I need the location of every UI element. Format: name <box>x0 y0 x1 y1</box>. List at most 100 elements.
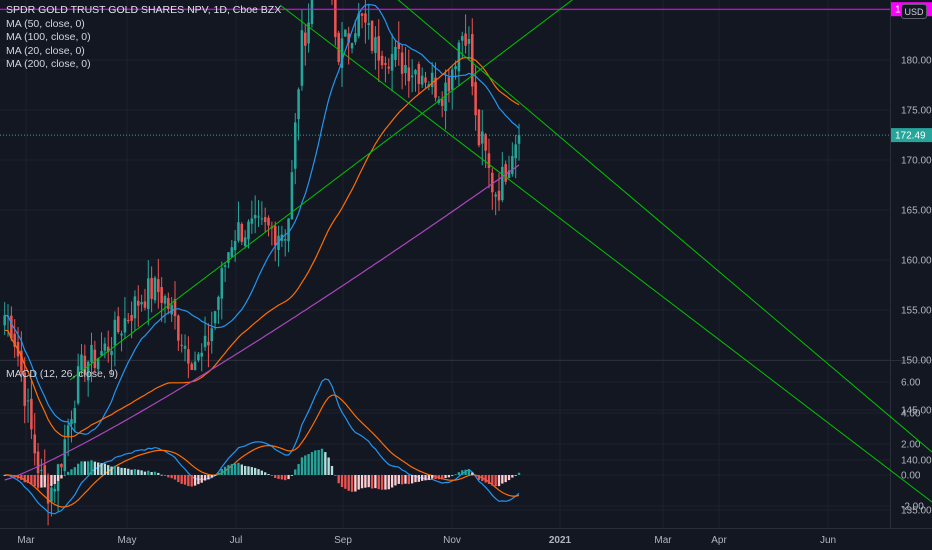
macd-histogram-bar <box>147 470 150 475</box>
macd-legend[interactable]: MACD (12, 26, close, 9) <box>6 368 119 380</box>
macd-histogram-bar <box>83 461 86 475</box>
ma100-legend[interactable]: MA (100, close, 0) <box>6 31 91 43</box>
macd-histogram-bar <box>40 475 43 488</box>
candle-body <box>390 53 394 71</box>
macd-histogram-bar <box>507 475 511 481</box>
candle-body <box>374 37 377 53</box>
macd-histogram-bar <box>360 475 364 489</box>
ma20-legend[interactable]: MA (20, close, 0) <box>6 44 85 57</box>
candle-body <box>367 23 370 26</box>
macd-histogram-bar <box>130 469 133 475</box>
candle-body <box>430 72 434 88</box>
candle-body <box>137 300 140 306</box>
macd-histogram-bar <box>394 475 397 486</box>
candle-body <box>116 316 120 332</box>
candle-body <box>370 20 374 51</box>
macd-histogram-bar <box>123 468 127 475</box>
candle-body <box>190 363 193 371</box>
macd-histogram-bar <box>107 465 110 475</box>
macd-histogram-bar <box>491 475 494 486</box>
macd-histogram-bar <box>317 449 320 475</box>
candle-body <box>394 46 397 60</box>
price-pane <box>0 0 890 526</box>
candle-body <box>420 75 424 85</box>
candle-body <box>404 65 407 74</box>
candle-body <box>354 33 357 43</box>
macd-histogram-bar <box>471 472 474 475</box>
macd-histogram-bar <box>517 472 521 475</box>
signal-line <box>4 394 520 508</box>
macd-histogram-bar <box>33 475 36 487</box>
candle-body <box>273 225 277 246</box>
macd-histogram-bar <box>284 475 287 481</box>
macd-histogram-bar <box>484 475 487 483</box>
candle-body <box>243 237 247 247</box>
macd-histogram-bar <box>474 475 477 477</box>
candle-body <box>497 190 501 201</box>
candle-body <box>33 434 36 454</box>
macd-histogram-bar <box>417 475 420 482</box>
candle-body <box>304 32 307 46</box>
candle-body <box>60 464 63 468</box>
macd-histogram-bar <box>400 475 404 485</box>
macd-histogram-bar <box>250 467 253 475</box>
time-tick-label: Sep <box>334 535 352 546</box>
candle-body <box>106 346 110 352</box>
macd-histogram-bar <box>150 471 153 475</box>
candle-body <box>360 13 364 16</box>
macd-histogram-bar <box>451 475 454 476</box>
macd-histogram-bar <box>347 475 350 491</box>
currency-button[interactable]: USD <box>901 4 927 19</box>
macd-histogram-bar <box>43 475 46 488</box>
macd-histogram-bar <box>6 475 10 476</box>
candle-body <box>46 483 50 504</box>
macd-tick-label: -2.00 <box>901 502 924 513</box>
ma50-legend[interactable]: MA (50, close, 0) <box>6 17 85 30</box>
candle-body <box>133 296 137 319</box>
macd-histogram-bar <box>187 475 190 487</box>
candle-body <box>287 218 290 242</box>
candle-body <box>400 52 404 74</box>
candle-body <box>150 277 153 299</box>
candle-body <box>387 66 391 69</box>
macd-histogram-bar <box>487 475 491 484</box>
macd-histogram-bar <box>514 475 517 476</box>
candle-body <box>397 42 401 50</box>
macd-histogram-bar <box>100 463 103 475</box>
macd-histogram-bar <box>23 475 26 483</box>
candle-body <box>334 0 337 37</box>
candle-body <box>90 344 93 363</box>
candle-body <box>384 63 387 65</box>
price-tick-label: 180.00 <box>901 56 932 67</box>
macd-histogram-bar <box>50 475 53 486</box>
candle-body <box>30 398 33 430</box>
macd-histogram-bar <box>431 475 434 479</box>
ma200-legend[interactable]: MA (200, close, 0) <box>6 58 91 70</box>
candle-body <box>200 352 203 357</box>
candle-body <box>140 302 143 305</box>
ma20-line <box>4 4 520 435</box>
macd-histogram-bar <box>334 475 337 476</box>
macd-histogram-bar <box>53 475 56 485</box>
macd-histogram-bar <box>247 466 250 475</box>
macd-histogram-bar <box>173 475 177 480</box>
candle-body <box>491 172 494 193</box>
chart-legend: SPDR GOLD TRUST GOLD SHARES NPV, 1D, Cbo… <box>6 4 281 72</box>
macd-histogram-bar <box>93 461 97 475</box>
macd-histogram-bar <box>380 475 384 490</box>
candle-body <box>220 268 224 299</box>
candle-body <box>307 22 310 44</box>
candle-body <box>344 29 347 37</box>
time-tick-label: Mar <box>17 535 35 546</box>
candle-body <box>464 33 467 46</box>
price-tick-label: 155.00 <box>901 306 932 317</box>
candle-body <box>153 277 157 301</box>
macd-histogram-bar <box>30 475 33 485</box>
macd-histogram-bar <box>73 467 76 475</box>
macd-histogram-bar <box>103 463 107 475</box>
macd-histogram-bar <box>90 460 93 475</box>
candle-body <box>73 408 77 424</box>
symbol-title[interactable]: SPDR GOLD TRUST GOLD SHARES NPV, 1D, Cbo… <box>6 4 282 16</box>
macd-tick-label: 4.00 <box>901 409 921 420</box>
